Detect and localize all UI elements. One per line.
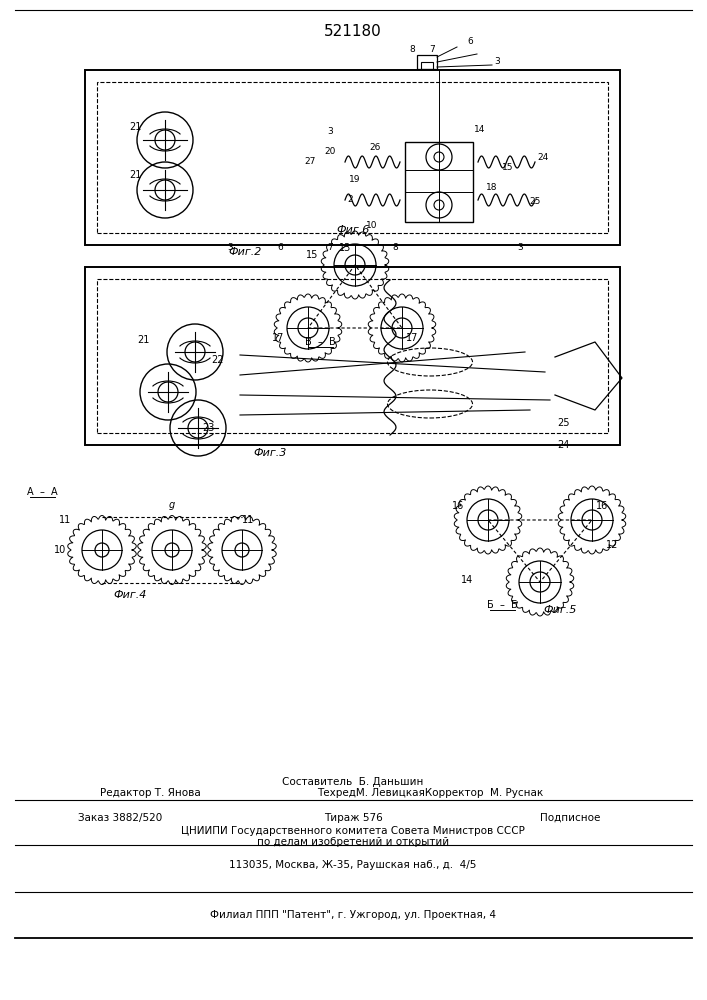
Bar bbox=[417, 55, 437, 69]
Text: Составитель  Б. Даньшин: Составитель Б. Даньшин bbox=[282, 777, 423, 787]
Text: 17: 17 bbox=[271, 333, 284, 343]
Text: 2: 2 bbox=[347, 196, 353, 205]
Text: 14: 14 bbox=[461, 575, 473, 585]
Text: 21: 21 bbox=[129, 122, 141, 132]
Text: 8: 8 bbox=[409, 44, 415, 53]
Bar bbox=[85, 267, 620, 445]
Text: Филиал ППП "Патент", г. Ужгород, ул. Проектная, 4: Филиал ППП "Патент", г. Ужгород, ул. Про… bbox=[210, 910, 496, 920]
Text: ТехредМ. ЛевицкаяКорректор  М. Руснак: ТехредМ. ЛевицкаяКорректор М. Руснак bbox=[317, 788, 543, 798]
Text: Фиг.4: Фиг.4 bbox=[113, 590, 146, 600]
Text: 13: 13 bbox=[339, 243, 351, 253]
Text: A: A bbox=[51, 487, 57, 497]
Text: Фиг.5: Фиг.5 bbox=[543, 605, 577, 615]
Text: A: A bbox=[27, 487, 33, 497]
Text: 17: 17 bbox=[406, 333, 418, 343]
Bar bbox=[97, 82, 608, 233]
Text: 26: 26 bbox=[369, 143, 380, 152]
Text: 12: 12 bbox=[606, 540, 618, 550]
Text: 22: 22 bbox=[212, 355, 224, 365]
Text: –: – bbox=[500, 600, 504, 610]
Text: Редактор Т. Янова: Редактор Т. Янова bbox=[100, 788, 200, 798]
Text: Фиг.3: Фиг.3 bbox=[253, 448, 286, 458]
Text: g: g bbox=[169, 500, 175, 510]
Text: В: В bbox=[329, 337, 335, 347]
Text: 14: 14 bbox=[474, 125, 486, 134]
Text: Фиг.6: Фиг.6 bbox=[337, 225, 370, 235]
Text: по делам изобретений и открытий: по делам изобретений и открытий bbox=[257, 837, 449, 847]
Text: 27: 27 bbox=[304, 157, 316, 166]
Text: 21: 21 bbox=[137, 335, 149, 345]
Bar bbox=[85, 70, 620, 245]
Text: 21: 21 bbox=[129, 170, 141, 180]
Text: 3: 3 bbox=[227, 243, 233, 252]
Text: 16: 16 bbox=[452, 501, 464, 511]
Text: 23: 23 bbox=[201, 423, 214, 433]
Text: Фиг.2: Фиг.2 bbox=[228, 247, 262, 257]
Text: –: – bbox=[317, 337, 322, 347]
Text: Заказ 3882/520: Заказ 3882/520 bbox=[78, 813, 162, 823]
Text: 24: 24 bbox=[537, 152, 549, 161]
Text: 7: 7 bbox=[327, 243, 333, 252]
Text: 25: 25 bbox=[556, 418, 569, 428]
Text: Б: Б bbox=[486, 600, 493, 610]
Text: Подписное: Подписное bbox=[540, 813, 600, 823]
Text: 3: 3 bbox=[327, 127, 333, 136]
Text: Б: Б bbox=[510, 600, 518, 610]
Text: 11: 11 bbox=[242, 515, 254, 525]
Bar bbox=[97, 279, 608, 433]
Text: 25: 25 bbox=[530, 198, 541, 207]
Text: 113035, Москва, Ж-35, Раушская наб., д.  4/5: 113035, Москва, Ж-35, Раушская наб., д. … bbox=[229, 860, 477, 870]
Bar bbox=[405, 142, 473, 222]
Text: 10: 10 bbox=[366, 221, 378, 230]
Text: 10: 10 bbox=[54, 545, 66, 555]
Text: Тираж 576: Тираж 576 bbox=[324, 813, 382, 823]
Text: 7: 7 bbox=[429, 44, 435, 53]
Text: 3: 3 bbox=[517, 243, 523, 252]
Text: 11: 11 bbox=[59, 515, 71, 525]
Text: 3: 3 bbox=[494, 57, 500, 66]
Text: 20: 20 bbox=[325, 147, 336, 156]
Text: 8: 8 bbox=[392, 243, 398, 252]
Bar bbox=[421, 62, 433, 69]
Text: В: В bbox=[305, 337, 311, 347]
Text: 15: 15 bbox=[306, 250, 318, 260]
Text: 24: 24 bbox=[557, 440, 569, 450]
Text: 521180: 521180 bbox=[324, 24, 382, 39]
Text: 6: 6 bbox=[277, 243, 283, 252]
Text: 16: 16 bbox=[596, 501, 608, 511]
Text: 6: 6 bbox=[467, 37, 473, 46]
Text: 18: 18 bbox=[486, 184, 498, 192]
Text: 19: 19 bbox=[349, 176, 361, 184]
Text: ЦНИИПИ Государственного комитета Совета Министров СССР: ЦНИИПИ Государственного комитета Совета … bbox=[181, 826, 525, 836]
Text: 15: 15 bbox=[502, 162, 514, 172]
Text: –: – bbox=[40, 487, 45, 497]
